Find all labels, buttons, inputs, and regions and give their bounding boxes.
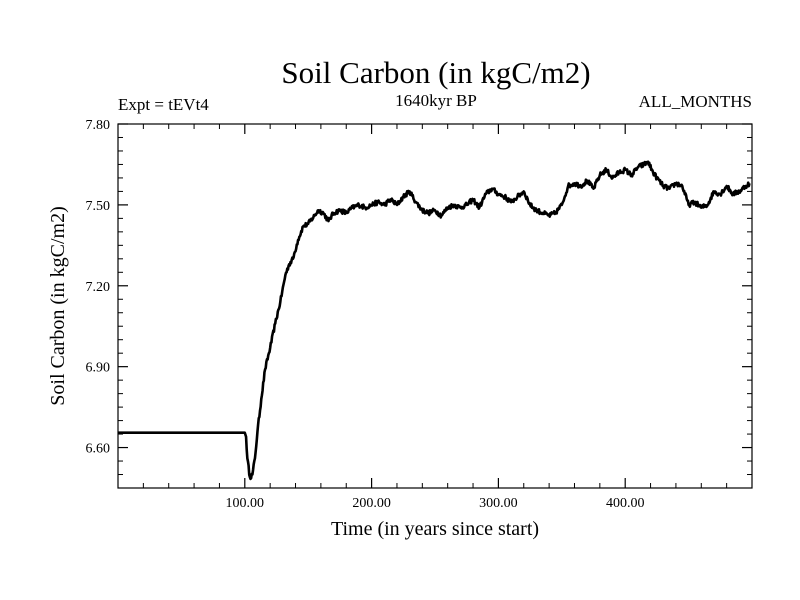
months-label: ALL_MONTHS: [639, 92, 752, 111]
x-tick-label: 200.00: [352, 496, 391, 511]
y-axis-label: Soil Carbon (in kgC/m2): [47, 206, 69, 405]
x-tick-label: 300.00: [479, 496, 518, 511]
y-minor-ticks: [118, 136, 752, 476]
x-axis-ticks: 100.00 200.00 300.00 400.00: [226, 124, 645, 511]
x-axis-label: Time (in years since start): [331, 518, 539, 540]
y-axis-ticks: 6.60 6.90 7.20 7.50 7.80: [86, 118, 752, 457]
y-tick-label: 6.90: [86, 361, 111, 376]
y-tick-label: 7.20: [86, 280, 111, 295]
soil-carbon-series-line: [118, 160, 751, 481]
plot-frame: [117, 123, 753, 489]
period-label: 1640kyr BP: [395, 91, 477, 110]
x-tick-label: 100.00: [226, 496, 265, 511]
y-tick-label: 7.80: [86, 118, 111, 133]
x-minor-ticks: [142, 124, 728, 488]
y-tick-label: 7.50: [86, 199, 111, 214]
x-tick-label: 400.00: [606, 496, 645, 511]
experiment-label: Expt = tEVt4: [118, 95, 209, 114]
y-tick-label: 6.60: [86, 442, 111, 457]
chart-title: Soil Carbon (in kgC/m2): [281, 55, 590, 90]
